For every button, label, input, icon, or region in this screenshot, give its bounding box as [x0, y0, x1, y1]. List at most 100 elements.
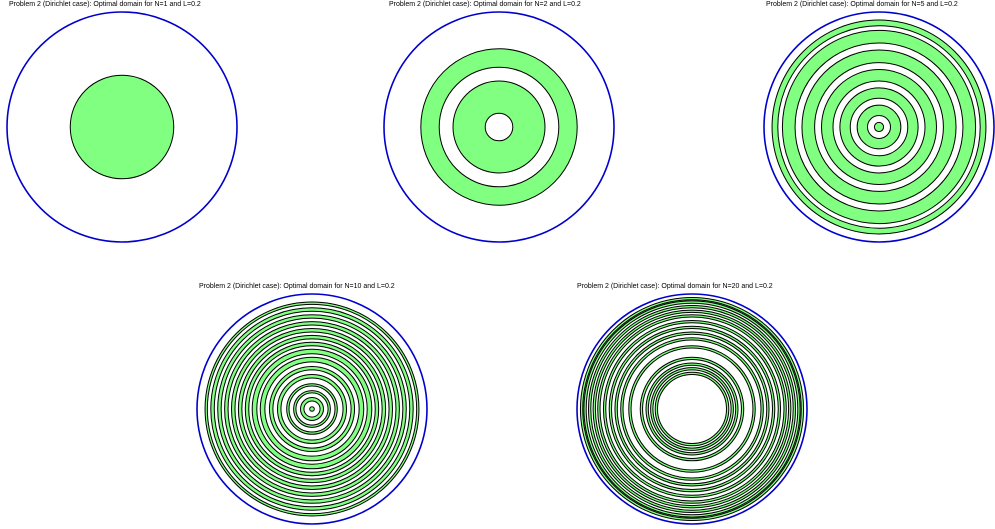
panel-title: Problem 2 (Dirichlet case): Optimal doma…: [577, 283, 773, 290]
ring-2: [839, 87, 919, 167]
ring-inner-edge: [280, 377, 344, 441]
ring-inner-edge: [599, 316, 785, 502]
ring-0: [654, 371, 730, 447]
ring-outer-edge: [309, 406, 315, 412]
ring-inner-edge: [647, 364, 737, 454]
ring-outer-edge: [654, 371, 730, 447]
ring-fill: [580, 297, 804, 521]
diagram-n5: [763, 11, 995, 243]
ring-fill: [874, 122, 884, 132]
ring-inner-edge: [213, 310, 411, 508]
ring-7: [251, 348, 373, 470]
ring-13: [210, 307, 414, 511]
ring-outer-edge: [620, 337, 764, 481]
ring-outer-edge: [204, 301, 420, 517]
ring-12: [583, 300, 801, 518]
ring-outer-edge: [286, 383, 338, 435]
ring-0: [309, 406, 315, 412]
ring-inner-edge: [484, 112, 514, 142]
ring-7: [608, 325, 776, 493]
ring-1: [650, 367, 734, 451]
ring-4: [628, 345, 756, 473]
ring-outer-edge: [583, 300, 801, 518]
ring-14: [204, 301, 420, 517]
ring-outer-edge: [224, 321, 400, 497]
ring-fill: [597, 314, 787, 504]
ring-fill: [309, 406, 315, 412]
panel-title: Problem 2 (Dirichlet case): Optimal doma…: [199, 283, 395, 290]
ring-inner-edge: [657, 374, 727, 444]
ring-outer-edge: [268, 365, 356, 453]
ring-outer-edge: [839, 87, 919, 167]
ring-outer-edge: [69, 74, 175, 180]
ring-2: [645, 362, 739, 456]
ring-9: [237, 334, 387, 484]
ring-outer-edge: [639, 356, 745, 462]
ring-inner-edge: [642, 359, 742, 459]
ring-outer-edge: [300, 397, 324, 421]
panel-title: Problem 2 (Dirichlet case): Optimal doma…: [9, 1, 201, 8]
ring-outer-edge: [420, 48, 578, 206]
ring-5: [620, 337, 764, 481]
ring-inner-edge: [264, 361, 360, 457]
ring-outer-edge: [579, 296, 805, 522]
ring-3: [286, 383, 338, 435]
ring-outer-edge: [602, 319, 782, 499]
ring-inner-edge: [303, 400, 321, 418]
ring-inner-edge: [206, 303, 418, 515]
ring-1: [420, 48, 578, 206]
ring-inner-edge: [794, 42, 964, 212]
ring-outer-edge: [259, 356, 365, 462]
ring-0: [69, 74, 175, 180]
ring-outer-edge: [293, 390, 331, 428]
ring-outer-edge: [608, 325, 776, 493]
ring-5: [268, 365, 356, 453]
ring-inner-edge: [849, 97, 909, 157]
diagram-n20: [576, 293, 808, 525]
ring-1: [300, 397, 324, 421]
ring-5: [781, 29, 977, 225]
ring-inner-edge: [832, 80, 926, 174]
ring-inner-edge: [652, 369, 732, 449]
ring-outer-edge: [452, 80, 546, 174]
ring-inner-edge: [288, 385, 336, 433]
ring-11: [224, 321, 400, 497]
ring-2: [293, 390, 331, 428]
ring-outer-edge: [873, 121, 885, 133]
ring-inner-edge: [867, 115, 891, 139]
domain-boundary-circle: [576, 293, 808, 525]
ring-outer-edge: [277, 374, 347, 444]
ring-inner-edge: [605, 322, 779, 496]
ring-inner-edge: [611, 328, 773, 490]
ring-inner-edge: [248, 345, 376, 473]
diagram-n1: [6, 11, 238, 243]
ring-inner-edge: [272, 369, 352, 449]
ring-outer-edge: [801, 49, 957, 205]
ring-inner-edge: [227, 324, 397, 494]
ring-outer-edge: [217, 314, 407, 504]
ring-10: [592, 309, 792, 509]
ring-0: [873, 121, 885, 133]
ring-4: [277, 374, 347, 444]
ring-fill: [609, 326, 775, 492]
ring-inner-edge: [295, 392, 329, 426]
ring-8: [244, 341, 380, 477]
ring-outer-edge: [210, 307, 414, 511]
ring-1: [856, 104, 902, 150]
diagram-n2: [383, 11, 615, 243]
ring-outer-edge: [614, 331, 770, 487]
ring-inner-edge: [256, 353, 368, 465]
ring-outer-edge: [251, 348, 373, 470]
ring-inner-edge: [585, 302, 799, 516]
ring-fill: [453, 81, 545, 173]
ring-inner-edge: [777, 25, 981, 229]
domain-boundary-circle: [763, 11, 995, 243]
ring-outer-edge: [588, 305, 796, 513]
ring-inner-edge: [814, 62, 944, 192]
ring-inner-edge: [234, 331, 390, 487]
ring-0: [452, 80, 546, 174]
ring-3: [639, 356, 745, 462]
ring-6: [771, 19, 987, 235]
ring-8: [602, 319, 782, 499]
ring-fill: [614, 331, 770, 487]
